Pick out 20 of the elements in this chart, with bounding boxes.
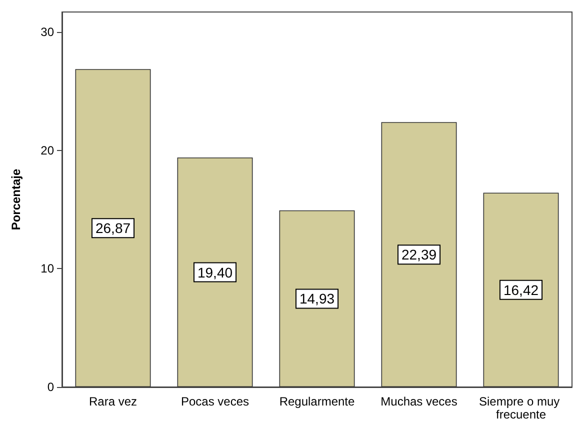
x-tick-label: Pocas veces (180, 394, 250, 408)
data-label: 22,39 (401, 246, 437, 263)
data-label: 16,42 (503, 282, 539, 298)
bar (279, 210, 355, 387)
y-tick-label: 0 (47, 380, 54, 394)
bar (483, 192, 559, 387)
data-label: 19,40 (197, 264, 233, 280)
x-tick-label: Regularmente (279, 394, 356, 408)
bar (381, 122, 457, 387)
bar (177, 158, 253, 387)
y-tick-label: 20 (40, 143, 54, 158)
x-tick-label: Siempre o muy frecuente (478, 394, 564, 422)
x-tick-label: Rara vez (88, 394, 138, 408)
data-label: 26,87 (95, 220, 131, 236)
data-label: 14,93 (299, 290, 335, 307)
y-axis-title: Porcentaje (9, 168, 23, 230)
y-tick-label: 30 (40, 25, 54, 40)
y-tick-label: 10 (40, 262, 54, 276)
bar (75, 69, 151, 387)
x-tick-label: Muchas veces (380, 394, 458, 408)
